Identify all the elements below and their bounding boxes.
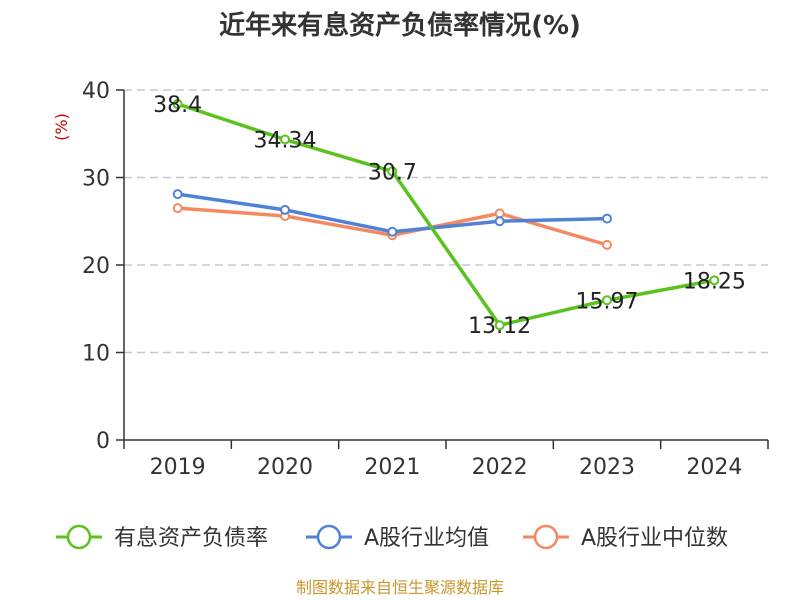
data-label: 38.4: [153, 93, 202, 118]
legend-marker: [316, 524, 342, 550]
data-label: 15.97: [576, 289, 639, 314]
data-point: [172, 203, 183, 214]
x-tick-label: 2019: [150, 455, 206, 480]
y-tick-label: 10: [82, 342, 110, 367]
legend-label: A股行业中位数: [581, 526, 728, 551]
x-tick-label: 2021: [364, 455, 420, 480]
data-point: [172, 99, 183, 109]
legend-item[interactable]: 有息资产负债率: [56, 524, 268, 551]
y-tick-label: 0: [96, 429, 110, 454]
data-point: [172, 189, 183, 200]
data-label: 13.12: [468, 314, 531, 339]
data-label: 34.34: [254, 129, 317, 154]
data-point: [602, 295, 612, 306]
data-point: [280, 134, 290, 145]
legend-item[interactable]: A股行业中位数: [523, 524, 728, 551]
data-point: [709, 275, 720, 286]
legend-item[interactable]: A股行业均值: [306, 524, 489, 551]
axes: 0 10 20 30 40 2019 2020 2021 2022 2023 2024: [82, 79, 769, 480]
data-point: [280, 204, 290, 215]
legend-marker: [533, 524, 559, 550]
data-point: [387, 226, 398, 237]
data-point: [494, 320, 505, 331]
legend-label: 有息资产负债率: [114, 526, 268, 551]
series-group: [172, 99, 720, 331]
data-label: 30.7: [368, 160, 417, 185]
y-axis-label: (%): [52, 113, 71, 141]
data-point: [387, 166, 398, 177]
data-point: [494, 208, 505, 219]
data-labels: 38.4 34.34 30.7 13.12 15.97 18.25: [153, 93, 746, 339]
data-label: 18.25: [683, 269, 746, 294]
data-point: [494, 216, 505, 227]
y-tick-label: 20: [82, 254, 110, 279]
chart-title: 近年来有息资产负债率情况(%): [219, 10, 581, 41]
series-line: [177, 102, 715, 327]
data-point: [602, 239, 612, 250]
x-tick-label: 2024: [686, 455, 742, 480]
grid-lines: [124, 89, 768, 354]
data-point: [602, 213, 612, 224]
y-tick-label: 40: [82, 79, 110, 104]
legend-label: A股行业均值: [364, 526, 489, 551]
legend[interactable]: 有息资产负债率 A股行业均值 A股行业中位数: [56, 524, 728, 551]
legend-marker: [66, 524, 92, 550]
y-tick-label: 30: [82, 167, 110, 192]
x-tick-label: 2023: [579, 455, 635, 480]
x-tick-label: 2022: [472, 455, 528, 480]
source-note: 制图数据来自恒生聚源数据库: [296, 578, 504, 597]
x-tick-label: 2020: [257, 455, 313, 480]
